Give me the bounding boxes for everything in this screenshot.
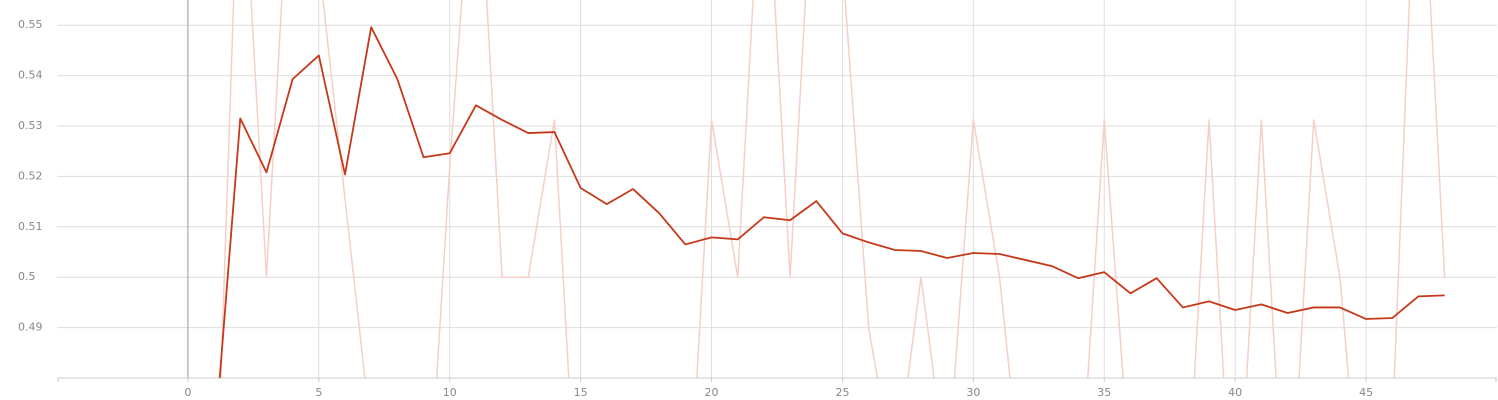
y-tick-label: 0.54 [18,69,43,82]
x-tick-label: 0 [184,386,191,399]
x-tick-label: 10 [443,386,457,399]
x-tick-label: 5 [315,386,322,399]
x-tick-label: 15 [574,386,588,399]
x-tick-label: 25 [835,386,849,399]
series-line [220,0,1446,378]
series-line [218,26,1445,378]
x-tick-label: 40 [1228,386,1242,399]
y-tick-label: 0.53 [18,119,43,132]
y-tick-label: 0.55 [18,18,43,31]
grid [57,0,1497,382]
x-tick-label: 35 [1097,386,1111,399]
lines [218,0,1446,378]
x-tick-label: 30 [966,386,980,399]
x-tick-label: 20 [705,386,719,399]
x-tick-label: 45 [1359,386,1373,399]
y-tick-label: 0.5 [18,270,36,283]
y-tick-label: 0.52 [18,169,43,182]
y-tick-label: 0.49 [18,321,43,334]
y-tick-label: 0.51 [18,220,43,233]
